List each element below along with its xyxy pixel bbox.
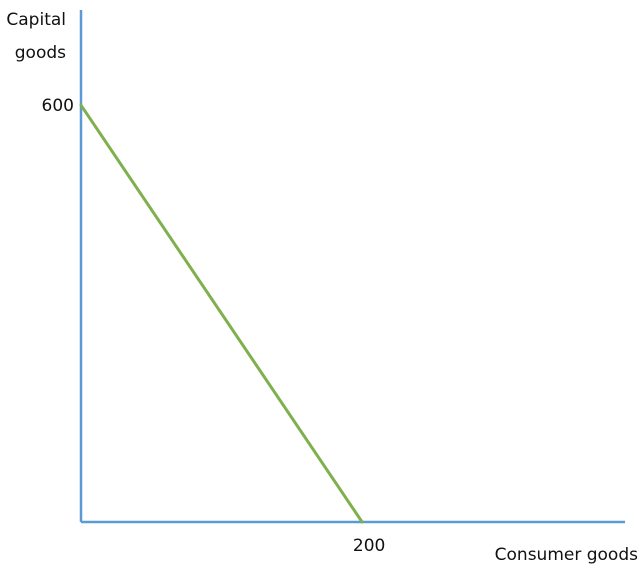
series-line-0 — [79, 103, 364, 524]
y-axis-label-line-1: Capital — [6, 10, 66, 30]
tick-layer: 600 200 — [42, 96, 386, 556]
axes — [79, 10, 625, 524]
x-tick-label-0: 200 — [353, 536, 385, 556]
y-tick-label-0: 600 — [42, 96, 74, 116]
y-axis-label-line-2: goods — [15, 43, 66, 63]
x-axis-label: Consumer goods — [495, 545, 638, 565]
series-layer — [79, 103, 364, 524]
